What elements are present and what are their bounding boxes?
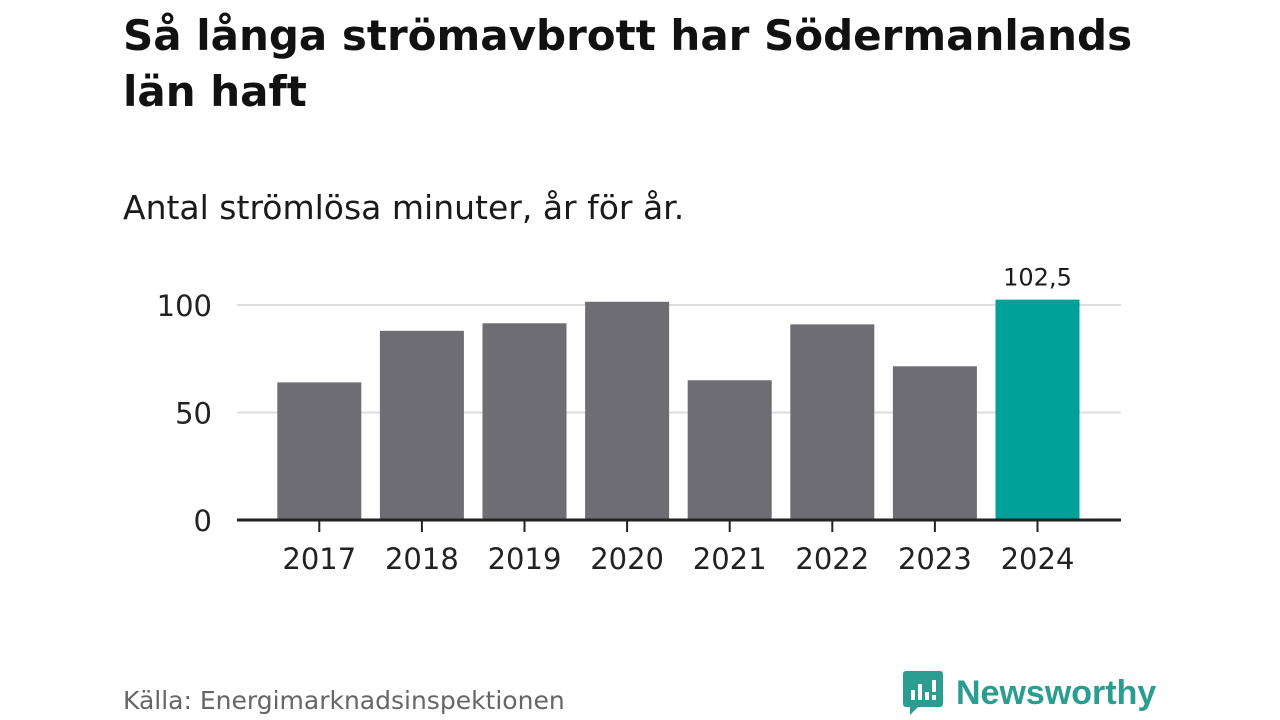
bar-2021: [687, 380, 772, 520]
chart-subtitle: Antal strömlösa minuter, år för år.: [123, 188, 685, 227]
bar-2019: [482, 323, 567, 520]
x-tick-label: 2021: [693, 542, 767, 576]
bar-2017: [277, 382, 362, 520]
x-tick-label: 2024: [1001, 542, 1075, 576]
bar-2023: [892, 366, 977, 520]
y-tick-label: 100: [157, 289, 212, 323]
x-tick-label: 2022: [795, 542, 869, 576]
bar-2024: [995, 299, 1080, 520]
x-tick-label: 2017: [282, 542, 356, 576]
bars: [277, 299, 1080, 520]
data-labels: 102,5: [1003, 264, 1072, 292]
y-axis-ticks: 0 50 100: [157, 289, 212, 538]
y-tick-label: 50: [175, 397, 212, 431]
newsworthy-logo-icon: [903, 671, 943, 715]
bar-2022: [790, 324, 875, 520]
y-tick-label: 0: [194, 504, 212, 538]
x-tick-label: 2018: [385, 542, 459, 576]
chart-title: Så långa strömavbrott har Södermanlands …: [123, 11, 1133, 116]
x-tick-label: 2019: [488, 542, 562, 576]
x-axis-ticks: 2017 2018 2019 2020 2021 2022 2023 2024: [282, 520, 1074, 576]
gridlines: [237, 304, 1121, 414]
x-tick-label: 2023: [898, 542, 972, 576]
data-label-2024: 102,5: [1003, 264, 1072, 292]
brand-name: Newsworthy: [956, 673, 1157, 712]
brand-logo: Newsworthy: [902, 670, 1156, 716]
bar-2018: [379, 330, 464, 520]
bar-2020: [585, 301, 670, 520]
source-note: Källa: Energimarknadsinspektionen: [123, 686, 565, 715]
x-tick-label: 2020: [590, 542, 664, 576]
